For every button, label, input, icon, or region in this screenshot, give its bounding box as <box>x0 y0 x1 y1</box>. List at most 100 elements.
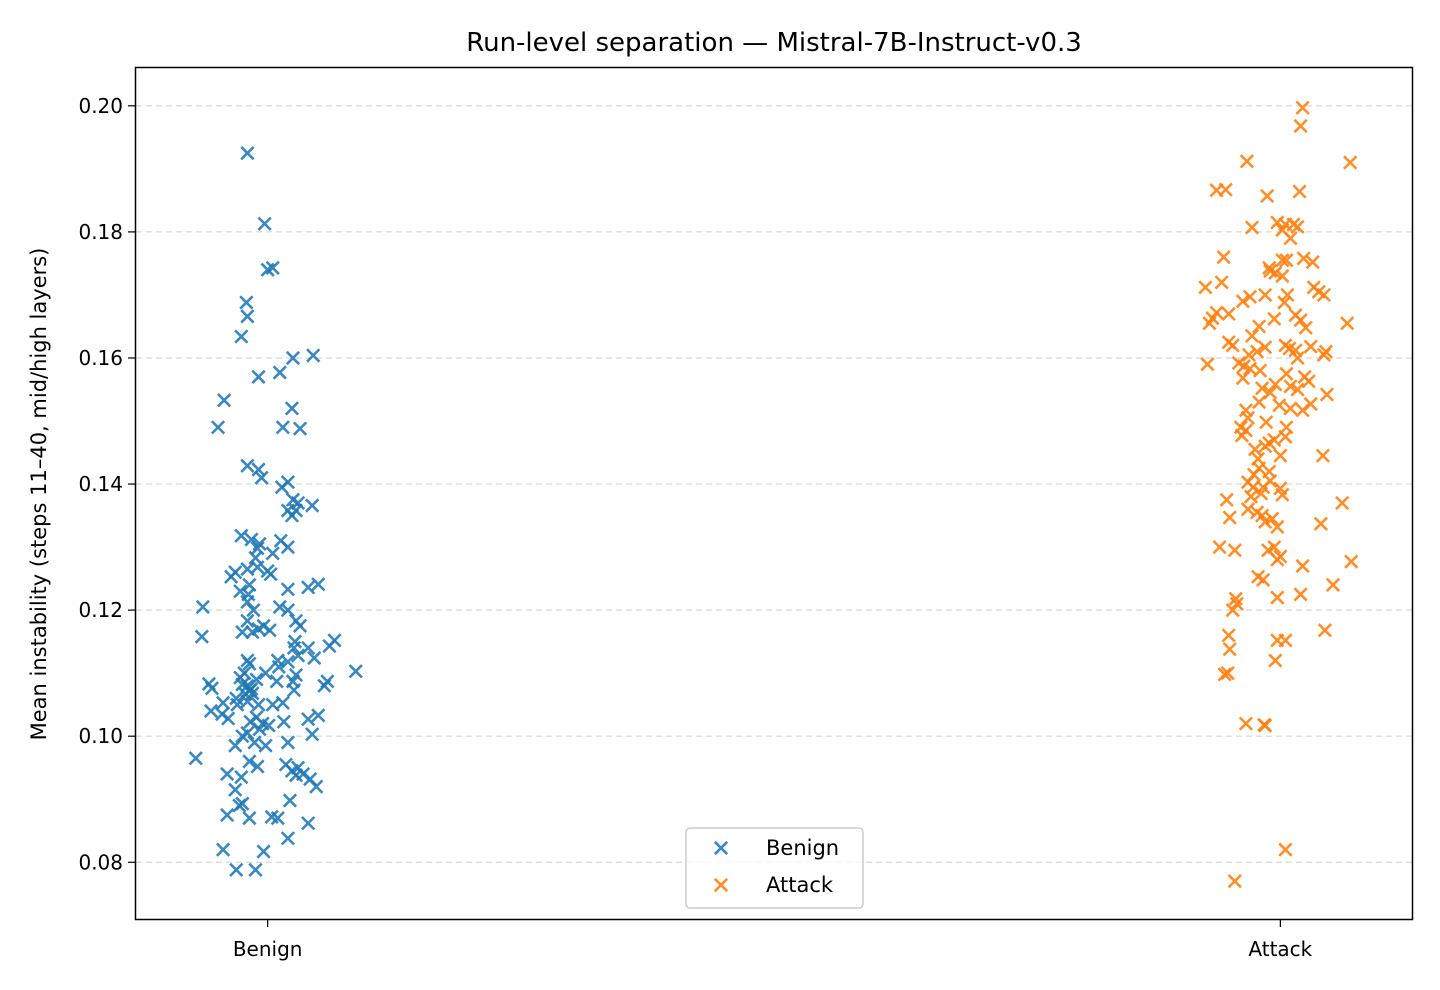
data-point <box>1258 514 1273 529</box>
data-point <box>235 625 250 640</box>
data-point <box>262 623 277 638</box>
data-point <box>1267 311 1282 327</box>
data-point <box>1292 184 1307 199</box>
x-axis: Benign Attack <box>233 919 1313 961</box>
y-tick-label: 0.20 <box>78 94 123 118</box>
data-point <box>250 759 265 774</box>
data-point <box>280 831 296 846</box>
data-point <box>1343 155 1358 170</box>
data-point <box>305 498 320 513</box>
data-point <box>1217 667 1232 682</box>
data-point <box>240 145 255 161</box>
legend-label: Benign <box>766 836 839 860</box>
y-tick-label: 0.14 <box>78 472 123 496</box>
data-point <box>1240 502 1256 517</box>
data-point <box>1267 432 1282 448</box>
data-point <box>263 567 278 582</box>
data-point <box>311 708 326 723</box>
data-point <box>1252 363 1268 378</box>
data-point <box>261 718 276 733</box>
data-point <box>230 697 245 712</box>
data-point <box>1258 287 1273 303</box>
data-point <box>242 811 257 826</box>
data-point <box>242 656 257 671</box>
data-point <box>249 672 264 687</box>
data-point <box>1214 275 1229 290</box>
data-point <box>251 369 266 385</box>
data-point <box>1268 377 1283 392</box>
data-point <box>1216 249 1231 265</box>
data-point <box>1283 401 1298 416</box>
data-point <box>228 738 243 753</box>
data-point <box>1278 633 1293 648</box>
data-point <box>1295 558 1310 574</box>
legend-box <box>685 827 864 909</box>
data-point <box>1280 287 1295 303</box>
data-point <box>258 738 273 753</box>
data-point <box>235 729 250 744</box>
data-point <box>285 350 301 366</box>
data-point <box>311 577 326 592</box>
data-point <box>1227 543 1242 558</box>
data-point <box>1251 319 1267 334</box>
data-point <box>1200 357 1215 372</box>
data-point <box>1218 182 1233 197</box>
data-point <box>1202 316 1217 331</box>
data-point <box>260 262 275 277</box>
data-point <box>306 348 321 363</box>
data-point <box>1243 489 1259 504</box>
data-point <box>246 602 261 618</box>
data-point <box>258 666 273 681</box>
data-point <box>1251 394 1267 410</box>
data-point <box>224 569 239 584</box>
data-point <box>251 697 266 712</box>
data-point <box>240 613 255 628</box>
data-point <box>1325 577 1341 593</box>
data-point <box>290 648 306 663</box>
data-point <box>234 770 249 785</box>
data-point <box>244 532 259 547</box>
data-point <box>245 625 260 640</box>
data-point <box>1239 154 1255 169</box>
data-point <box>1313 516 1328 531</box>
data-point <box>240 458 255 473</box>
data-point <box>1277 295 1292 310</box>
data-point <box>1258 718 1273 733</box>
data-point <box>245 686 260 701</box>
data-point <box>1283 379 1298 394</box>
data-point <box>254 470 269 485</box>
data-point <box>242 754 257 769</box>
y-tick-label: 0.08 <box>78 850 123 874</box>
data-point <box>194 629 209 644</box>
data-point <box>1275 253 1290 268</box>
data-point <box>1270 552 1285 567</box>
data-point <box>1219 492 1234 507</box>
data-point <box>235 796 250 811</box>
data-point <box>301 816 316 831</box>
data-point <box>269 674 284 689</box>
data-point <box>1283 231 1298 246</box>
data-point <box>216 393 232 408</box>
data-point <box>280 654 296 669</box>
data-point <box>1293 118 1308 134</box>
data-point <box>322 638 337 654</box>
data-point <box>239 295 254 310</box>
data-point <box>210 420 226 435</box>
plot-frame <box>134 66 1414 921</box>
data-point <box>1278 429 1293 444</box>
data-point <box>221 711 236 726</box>
data-point <box>1228 591 1243 606</box>
data-point <box>280 475 296 490</box>
data-point <box>1316 287 1332 303</box>
x-tick-label: Attack <box>1248 937 1312 961</box>
data-point <box>1255 381 1270 396</box>
data-point <box>1198 280 1213 295</box>
data-point <box>1229 596 1244 611</box>
data-point <box>1317 623 1333 638</box>
data-point <box>1290 219 1305 234</box>
data-point <box>252 722 267 737</box>
data-point <box>1221 306 1236 321</box>
data-point <box>1272 398 1287 413</box>
data-point <box>1247 442 1263 457</box>
data-point <box>284 401 300 416</box>
